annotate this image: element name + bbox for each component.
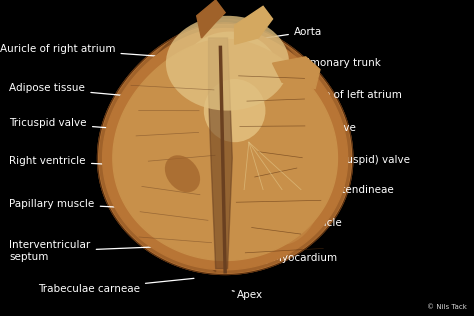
Polygon shape [98,23,353,274]
Text: Auricle of right atrium: Auricle of right atrium [0,44,165,57]
Text: Trabeculae carneae: Trabeculae carneae [38,278,194,294]
Polygon shape [105,31,345,267]
Polygon shape [273,57,320,88]
Polygon shape [235,6,273,44]
Text: Aorta: Aorta [247,27,322,41]
Text: Left ventricle: Left ventricle [266,218,341,228]
Text: Myocardium: Myocardium [265,252,337,263]
Polygon shape [99,25,352,273]
Text: Pulmonary trunk: Pulmonary trunk [266,58,381,71]
Text: Papillary muscle: Papillary muscle [9,199,175,210]
Text: Interventricular
septum: Interventricular septum [9,240,203,262]
Polygon shape [120,19,327,272]
Ellipse shape [180,32,280,120]
Polygon shape [197,0,225,38]
Text: Auricle of left atrium: Auricle of left atrium [285,90,402,100]
Polygon shape [98,23,353,274]
Text: Adipose tissue: Adipose tissue [9,83,165,99]
Text: Tricuspid valve: Tricuspid valve [9,118,170,132]
Text: Aortic valve: Aortic valve [268,123,356,134]
Polygon shape [100,25,351,273]
Text: Chordae tendineae: Chordae tendineae [283,185,393,195]
Polygon shape [209,38,232,269]
Ellipse shape [165,155,200,192]
Polygon shape [111,38,339,262]
Polygon shape [113,40,337,260]
Polygon shape [103,29,347,270]
Text: Right ventricle: Right ventricle [9,156,168,167]
Ellipse shape [204,79,265,142]
Text: © Nils Tack: © Nils Tack [427,304,467,310]
Polygon shape [101,27,349,271]
Ellipse shape [166,16,289,111]
Text: Apex: Apex [232,290,263,301]
Ellipse shape [235,71,329,245]
Text: Mitral (bicuspid) valve: Mitral (bicuspid) valve [283,155,410,165]
